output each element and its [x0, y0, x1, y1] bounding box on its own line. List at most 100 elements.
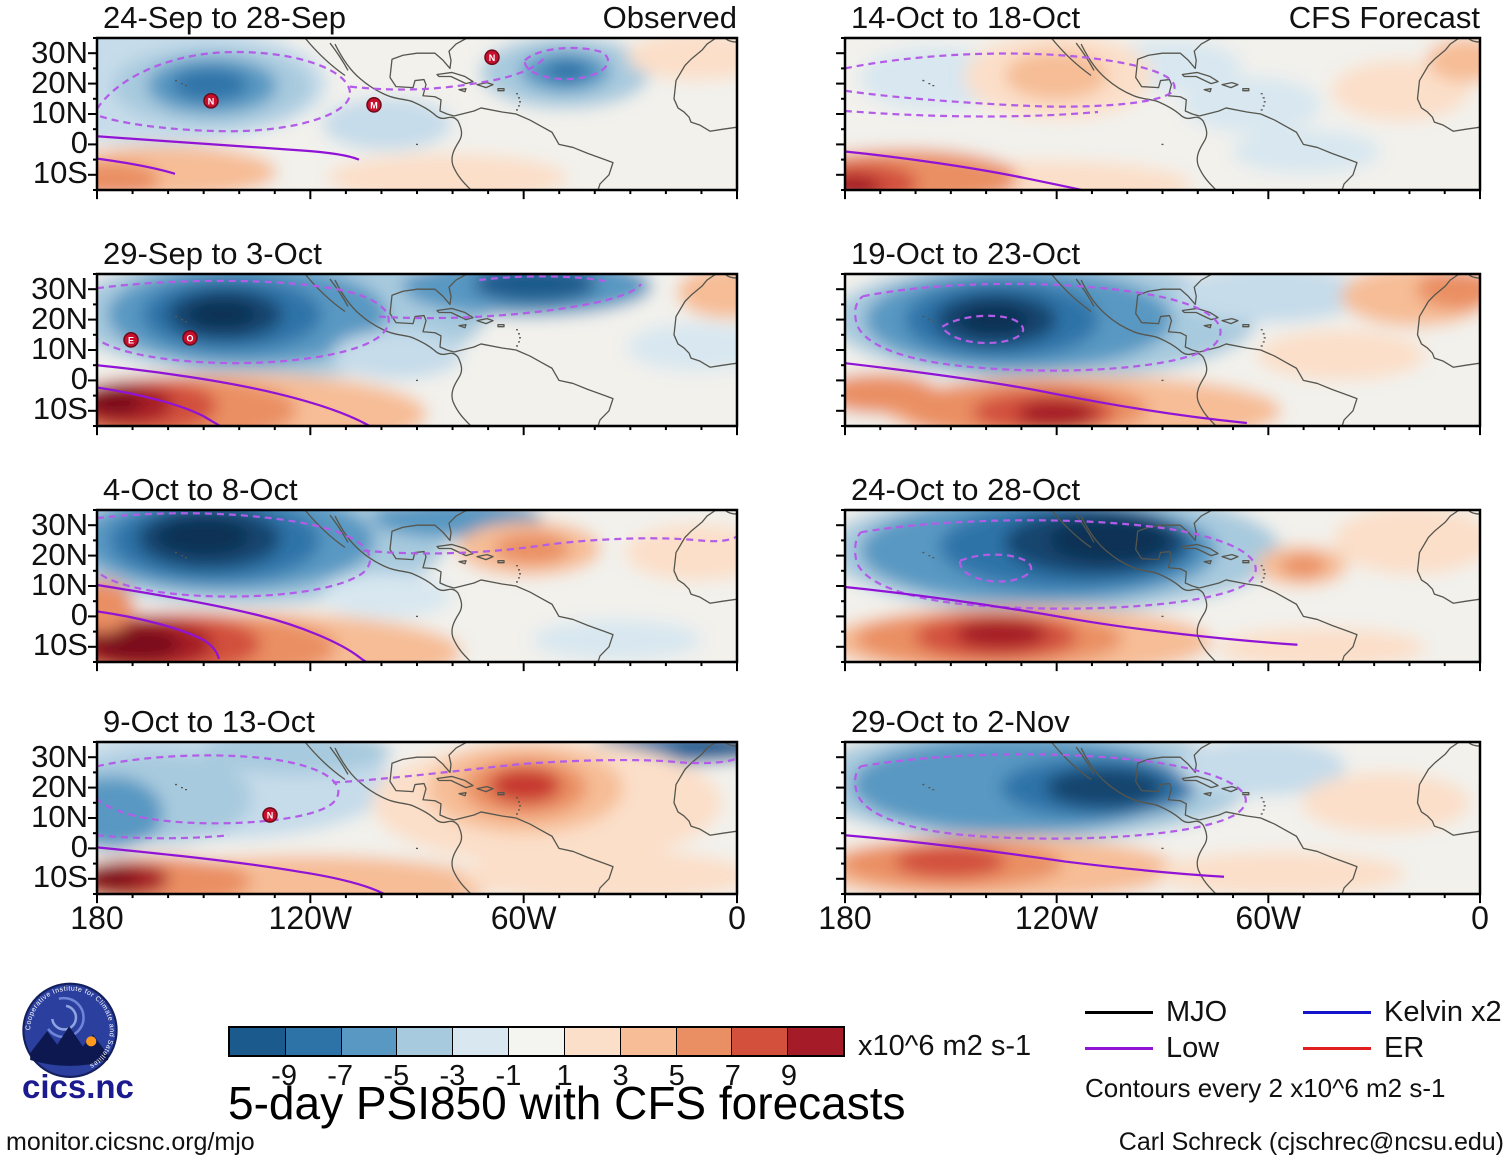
legend-item: Low [1085, 1031, 1303, 1064]
y-tick-label: 0 [70, 361, 88, 396]
legend-line-sample [1303, 1046, 1371, 1050]
y-tick-label: 20N [31, 537, 88, 572]
map-panel: N M N [88, 36, 739, 200]
colorbar-tick-label: 3 [612, 1060, 629, 1092]
y-tick-label: 10N [31, 331, 88, 366]
logo-ring [22, 982, 118, 1078]
panel-date-range: 24-Oct to 28-Oct [851, 472, 1081, 507]
colorbar-cell [675, 1028, 732, 1055]
colorbar-tick-label: 9 [780, 1060, 797, 1092]
colorbar-cell [619, 1028, 676, 1055]
x-tick-label: 120W [1014, 900, 1099, 936]
panel-date-range: 24-Sep to 28-Sep [103, 0, 347, 35]
colorbar-units-label: x10^6 m2 s-1 [858, 1030, 1032, 1062]
colorbar-tick-label: 5 [668, 1060, 685, 1092]
y-tick-label: 0 [70, 829, 88, 864]
colorbar-tick-label: -1 [495, 1060, 522, 1092]
colorbar-cell [340, 1028, 397, 1055]
logo-wordmark: cics.nc [22, 1068, 134, 1105]
map-svg [836, 740, 1482, 904]
panel-caption: 29-Sep to 3-Oct [97, 236, 737, 272]
y-tick-label: 20N [31, 65, 88, 100]
colorbar-cell [284, 1028, 341, 1055]
figure-title: 5-day PSI850 with CFS forecasts [228, 1077, 906, 1129]
map-panel: N [88, 740, 739, 904]
map-svg [836, 508, 1482, 672]
colorbar-tick-label: -9 [271, 1060, 297, 1092]
legend-label: Low [1166, 1031, 1220, 1064]
x-tick-label: 60W [490, 900, 557, 936]
legend: MJO Kelvin x2 Low ER Contours every 2 x10^6… [1085, 995, 1510, 1104]
legend-item: MJO [1085, 996, 1303, 1028]
panel-caption: 24-Oct to 28-Oct [845, 472, 1480, 508]
y-tick-label: 30N [31, 35, 88, 70]
colorbar-tick-label: 1 [556, 1060, 573, 1092]
x-tick-label: 180 [818, 900, 872, 936]
map-panel [836, 508, 1482, 672]
y-tick-label: 10S [32, 155, 88, 190]
colorbar-tick-label: -3 [439, 1060, 466, 1092]
y-tick-label: 10S [32, 391, 88, 426]
y-tick-label: 10N [31, 799, 88, 834]
y-tick-label: 0 [70, 125, 88, 160]
legend-line-sample [1085, 1046, 1153, 1050]
logo-mountains [30, 1026, 109, 1066]
footer-url: monitor.cicsnc.org/mjo [6, 1128, 255, 1156]
map-panel [88, 508, 739, 672]
column-header: CFS Forecast [1288, 0, 1480, 35]
svg-text:O: O [186, 333, 193, 343]
x-tick-label: 60W [1235, 900, 1302, 936]
legend-grid: MJO Kelvin x2 Low ER [1085, 995, 1510, 1064]
svg-text:N: N [267, 810, 274, 820]
map-svg: N M N [88, 36, 739, 200]
colorbar-tick-label: -5 [383, 1060, 410, 1092]
panel-caption: 24-Sep to 28-Sep Observed [97, 0, 737, 36]
legend-note: Contours every 2 x10^6 m2 s-1 [1085, 1073, 1446, 1103]
colorbar-cell [230, 1028, 285, 1055]
legend-line-sample [1303, 1010, 1371, 1014]
logo-swirl-inner [50, 1004, 78, 1031]
x-tick-label: 120W [268, 900, 353, 936]
legend-line-sample [1085, 1010, 1153, 1014]
cics-logo: Cooperative Institute for Climate and Sa… [20, 982, 142, 1106]
y-tick-label: 20N [31, 301, 88, 336]
colorbar [228, 1026, 845, 1057]
panel-date-range: 9-Oct to 13-Oct [103, 704, 315, 739]
y-tick-label: 10S [32, 859, 88, 894]
logo-sun-icon [86, 1036, 97, 1047]
legend-label: ER [1384, 1031, 1425, 1064]
colorbar-tick-label: -7 [327, 1060, 354, 1092]
y-tick-label: 20N [31, 769, 88, 804]
svg-text:N: N [208, 96, 215, 106]
x-tick-label: 0 [1471, 900, 1489, 936]
panel-date-range: 29-Sep to 3-Oct [103, 236, 322, 271]
y-tick-label: 10N [31, 567, 88, 602]
panel-date-range: 19-Oct to 23-Oct [851, 236, 1081, 271]
footer-credit: Carl Schreck (cjschrec@ncsu.edu) [1118, 1128, 1504, 1156]
colorbar-cell [563, 1028, 620, 1055]
legend-item: Kelvin x2 [1303, 995, 1510, 1028]
y-tick-label: 30N [31, 271, 88, 306]
colorbar-cell [787, 1028, 843, 1055]
x-tick-label: 180 [70, 900, 124, 936]
panel-caption: 14-Oct to 18-Oct CFS Forecast [845, 0, 1480, 36]
legend-label: Kelvin x2 [1384, 995, 1502, 1028]
map-svg [88, 508, 739, 672]
colorbar-cell [508, 1028, 564, 1055]
cics-logo-emblem: Cooperative Institute for Climate and Sa… [22, 982, 118, 1078]
svg-text:E: E [128, 335, 134, 345]
panel-caption: 9-Oct to 13-Oct [97, 704, 737, 740]
svg-text:M: M [370, 100, 377, 110]
panel-caption: 29-Oct to 2-Nov [845, 704, 1480, 740]
panel-caption: 4-Oct to 8-Oct [97, 472, 737, 508]
map-svg: N [88, 740, 739, 904]
map-panel [836, 740, 1482, 904]
y-tick-label: 0 [70, 597, 88, 632]
y-tick-label: 30N [31, 739, 88, 774]
colorbar-cell [396, 1028, 453, 1055]
legend-item: ER [1303, 1031, 1510, 1064]
map-panel [836, 36, 1482, 200]
